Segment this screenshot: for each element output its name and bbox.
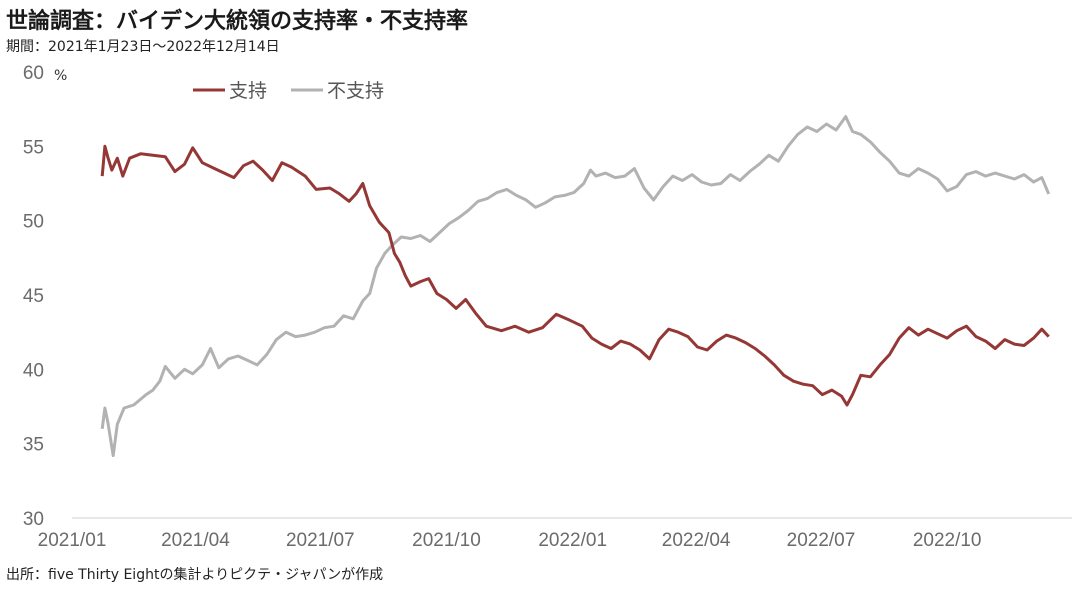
x-tick-label: 2022/07 bbox=[787, 530, 856, 551]
legend: 支持 不支持 bbox=[193, 80, 384, 102]
y-tick-label: 40 bbox=[23, 360, 44, 381]
legend-label-disapprove: 不支持 bbox=[327, 80, 384, 102]
legend-label-approve: 支持 bbox=[229, 80, 267, 102]
chart-subtitle: 期間：2021年1月23日～2022年12月14日 bbox=[6, 39, 280, 55]
series-layer bbox=[100, 115, 1051, 458]
series-line-approve bbox=[100, 144, 1050, 407]
x-tick-label: 2021/01 bbox=[38, 530, 107, 551]
y-tick-label: 30 bbox=[23, 509, 44, 530]
x-tick-label: 2021/10 bbox=[412, 530, 481, 551]
y-tick-label: 55 bbox=[23, 137, 44, 158]
x-tick-label: 2022/10 bbox=[913, 530, 982, 551]
series-line-disapprove bbox=[100, 115, 1051, 458]
x-axis: 2021/01 2021/04 2021/07 2021/10 2022/01 2022/… bbox=[38, 530, 982, 551]
source-note: 出所：five Thirty Eightの集計よりピクテ・ジャパンが作成 bbox=[6, 567, 384, 583]
y-tick-label: 50 bbox=[23, 212, 44, 233]
y-tick-label: 45 bbox=[23, 286, 44, 307]
x-tick-label: 2022/04 bbox=[662, 530, 731, 551]
x-tick-label: 2021/07 bbox=[286, 530, 355, 551]
chart-title: 世論調査：バイデン大統領の支持率・不支持率 bbox=[6, 9, 469, 34]
y-tick-label: 60 bbox=[23, 63, 44, 84]
y-axis-unit-label: % bbox=[54, 68, 67, 84]
x-tick-label: 2022/01 bbox=[538, 530, 607, 551]
x-tick-label: 2021/04 bbox=[161, 530, 230, 551]
y-tick-label: 35 bbox=[23, 435, 44, 456]
y-axis: 30 35 40 45 50 55 60 bbox=[23, 63, 44, 530]
